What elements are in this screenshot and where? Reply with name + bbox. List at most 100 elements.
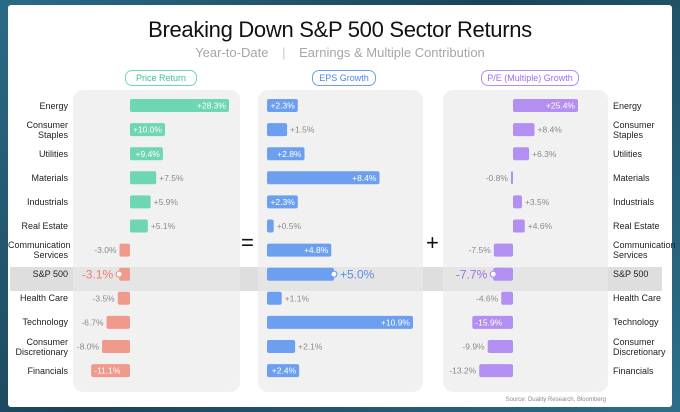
left-row-label-line: Consumer xyxy=(26,336,68,347)
left-row-label-line: Communication xyxy=(8,240,71,251)
page-title: Breaking Down S&P 500 Sector Returns xyxy=(148,17,532,42)
right-row-label-10: Consumer Discretionary xyxy=(613,337,673,357)
eps-bar-9 xyxy=(267,315,413,329)
right-row-label-11: Financials xyxy=(613,366,673,376)
pe-bar-10 xyxy=(487,340,513,353)
price-value-label-9: -6.7% xyxy=(81,317,104,327)
eps-value-label-2: +2.8% xyxy=(277,149,302,159)
price-value-label-1: +10.0% xyxy=(133,125,163,135)
pe-value-label-8: -4.6% xyxy=(476,293,499,303)
eps-value-label-1: +1.5% xyxy=(290,125,315,135)
pe-value-label-10: -9.9% xyxy=(462,342,485,352)
right-row-label-line: Financials xyxy=(613,365,654,376)
right-row-label-8: Health Care xyxy=(613,293,673,303)
eps-bar-2 xyxy=(267,147,305,161)
left-row-label-line: Services xyxy=(33,250,68,261)
price-bar-2 xyxy=(130,147,163,161)
eps-value-label-0: +2.3% xyxy=(270,101,295,111)
pe-bar-5 xyxy=(513,219,525,233)
left-row-label-9: Technology xyxy=(8,317,68,327)
eps-value-label-6: +4.8% xyxy=(304,245,329,255)
left-row-label-7: S&P 500 xyxy=(8,269,68,279)
price-sp500-marker xyxy=(115,270,123,278)
eps-bar-0 xyxy=(267,99,298,112)
price-value-label-6: -3.0% xyxy=(94,245,117,255)
right-row-label-2: Utilities xyxy=(613,149,673,159)
source-note: Source: Duality Research, Bloomberg xyxy=(505,397,606,403)
left-row-label-1: Consumer Staples xyxy=(8,120,68,140)
pe-bar-11 xyxy=(479,364,513,378)
right-row-label-line: Energy xyxy=(613,100,642,111)
price-value-label-7: -3.1% xyxy=(82,268,114,282)
right-row-label-line: Communication xyxy=(613,240,676,251)
eps-growth-header: EPS Growth xyxy=(312,70,376,86)
price-bar-0 xyxy=(130,99,229,112)
pe-value-label-9: -15.9% xyxy=(475,317,502,327)
right-row-label-line: Discretionary xyxy=(613,346,666,357)
eps-bar-10 xyxy=(267,340,296,353)
pe-value-label-2: +6.3% xyxy=(532,149,557,159)
left-row-label-line: Consumer xyxy=(26,119,68,130)
page-subtitle: Year-to-Date | Earnings & Multiple Contr… xyxy=(0,45,680,60)
left-row-label-line: Health Care xyxy=(19,293,68,304)
eps-bar-4 xyxy=(267,195,298,209)
left-row-label-8: Health Care xyxy=(8,293,68,303)
left-row-label-4: Industrials xyxy=(8,197,68,207)
right-row-label-line: Real Estate xyxy=(613,221,660,231)
eps-value-label-10: +2.1% xyxy=(298,342,323,352)
left-row-label-2: Utilities xyxy=(8,149,68,159)
eps-value-label-11: +2.4% xyxy=(272,366,297,376)
pe-bar-3 xyxy=(510,171,513,185)
right-row-label-5: Real Estate xyxy=(613,221,673,231)
price-value-label-0: +28.3% xyxy=(197,101,227,111)
pe-growth-header: P/E (Multiple) Growth xyxy=(481,70,579,86)
right-row-label-1: Consumer Staples xyxy=(613,120,673,140)
eps-bar-5 xyxy=(267,219,274,233)
left-row-label-line: Discretionary xyxy=(15,346,68,357)
left-row-label-line: Utilities xyxy=(38,148,68,159)
pe-value-label-11: -13.2% xyxy=(449,366,476,376)
eps-value-label-3: +8.4% xyxy=(352,173,377,183)
pe-bar-4 xyxy=(513,195,522,209)
right-row-label-7: S&P 500 xyxy=(613,269,673,279)
equals-sign: = xyxy=(241,230,254,255)
eps-bar-3 xyxy=(267,171,380,185)
eps-bar-8 xyxy=(267,291,282,305)
right-row-label-line: S&P 500 xyxy=(613,269,649,280)
right-row-label-line: Utilities xyxy=(613,148,643,159)
left-row-label-line: S&P 500 xyxy=(32,269,68,280)
price-return-header: Price Return xyxy=(125,70,197,86)
right-row-label-3: Materials xyxy=(613,173,673,183)
price-value-label-4: +5.9% xyxy=(154,197,179,207)
eps-bar-7 xyxy=(267,267,334,281)
pe-bar-6 xyxy=(493,243,513,257)
right-row-label-line: Consumer xyxy=(613,336,655,347)
eps-bar-6 xyxy=(267,243,332,257)
left-row-label-line: Industrials xyxy=(26,196,68,207)
pe-value-label-4: +3.5% xyxy=(525,197,550,207)
pe-bar-7 xyxy=(493,267,513,281)
plus-sign: + xyxy=(426,230,439,255)
price-value-label-3: +7.5% xyxy=(159,173,184,183)
pe-bar-1 xyxy=(513,123,535,137)
pe-growth-panel xyxy=(443,90,608,392)
left-row-label-line: Technology xyxy=(22,317,68,328)
pe-value-label-3: -0.8% xyxy=(486,173,509,183)
subtitle-topic: Earnings & Multiple Contribution xyxy=(299,45,485,60)
price-value-label-2: +9.4% xyxy=(136,149,161,159)
subtitle-divider: | xyxy=(282,45,286,60)
eps-bar-1 xyxy=(267,123,288,137)
eps-bar-11 xyxy=(267,364,300,378)
left-row-label-5: Real Estate xyxy=(8,221,68,231)
pe-value-label-5: +4.6% xyxy=(528,221,553,231)
price-bar-8 xyxy=(117,291,130,305)
price-value-label-10: -8.0% xyxy=(77,342,100,352)
eps-value-label-5: +0.5% xyxy=(277,221,302,231)
price-bar-3 xyxy=(130,171,157,185)
right-row-label-line: Materials xyxy=(613,172,650,183)
left-row-label-6: Communication Services xyxy=(8,240,71,261)
left-row-label-3: Materials xyxy=(8,173,68,183)
eps-value-label-9: +10.9% xyxy=(381,317,411,327)
left-row-label-11: Financials xyxy=(8,366,68,376)
eps-value-label-8: +1.1% xyxy=(285,293,310,303)
